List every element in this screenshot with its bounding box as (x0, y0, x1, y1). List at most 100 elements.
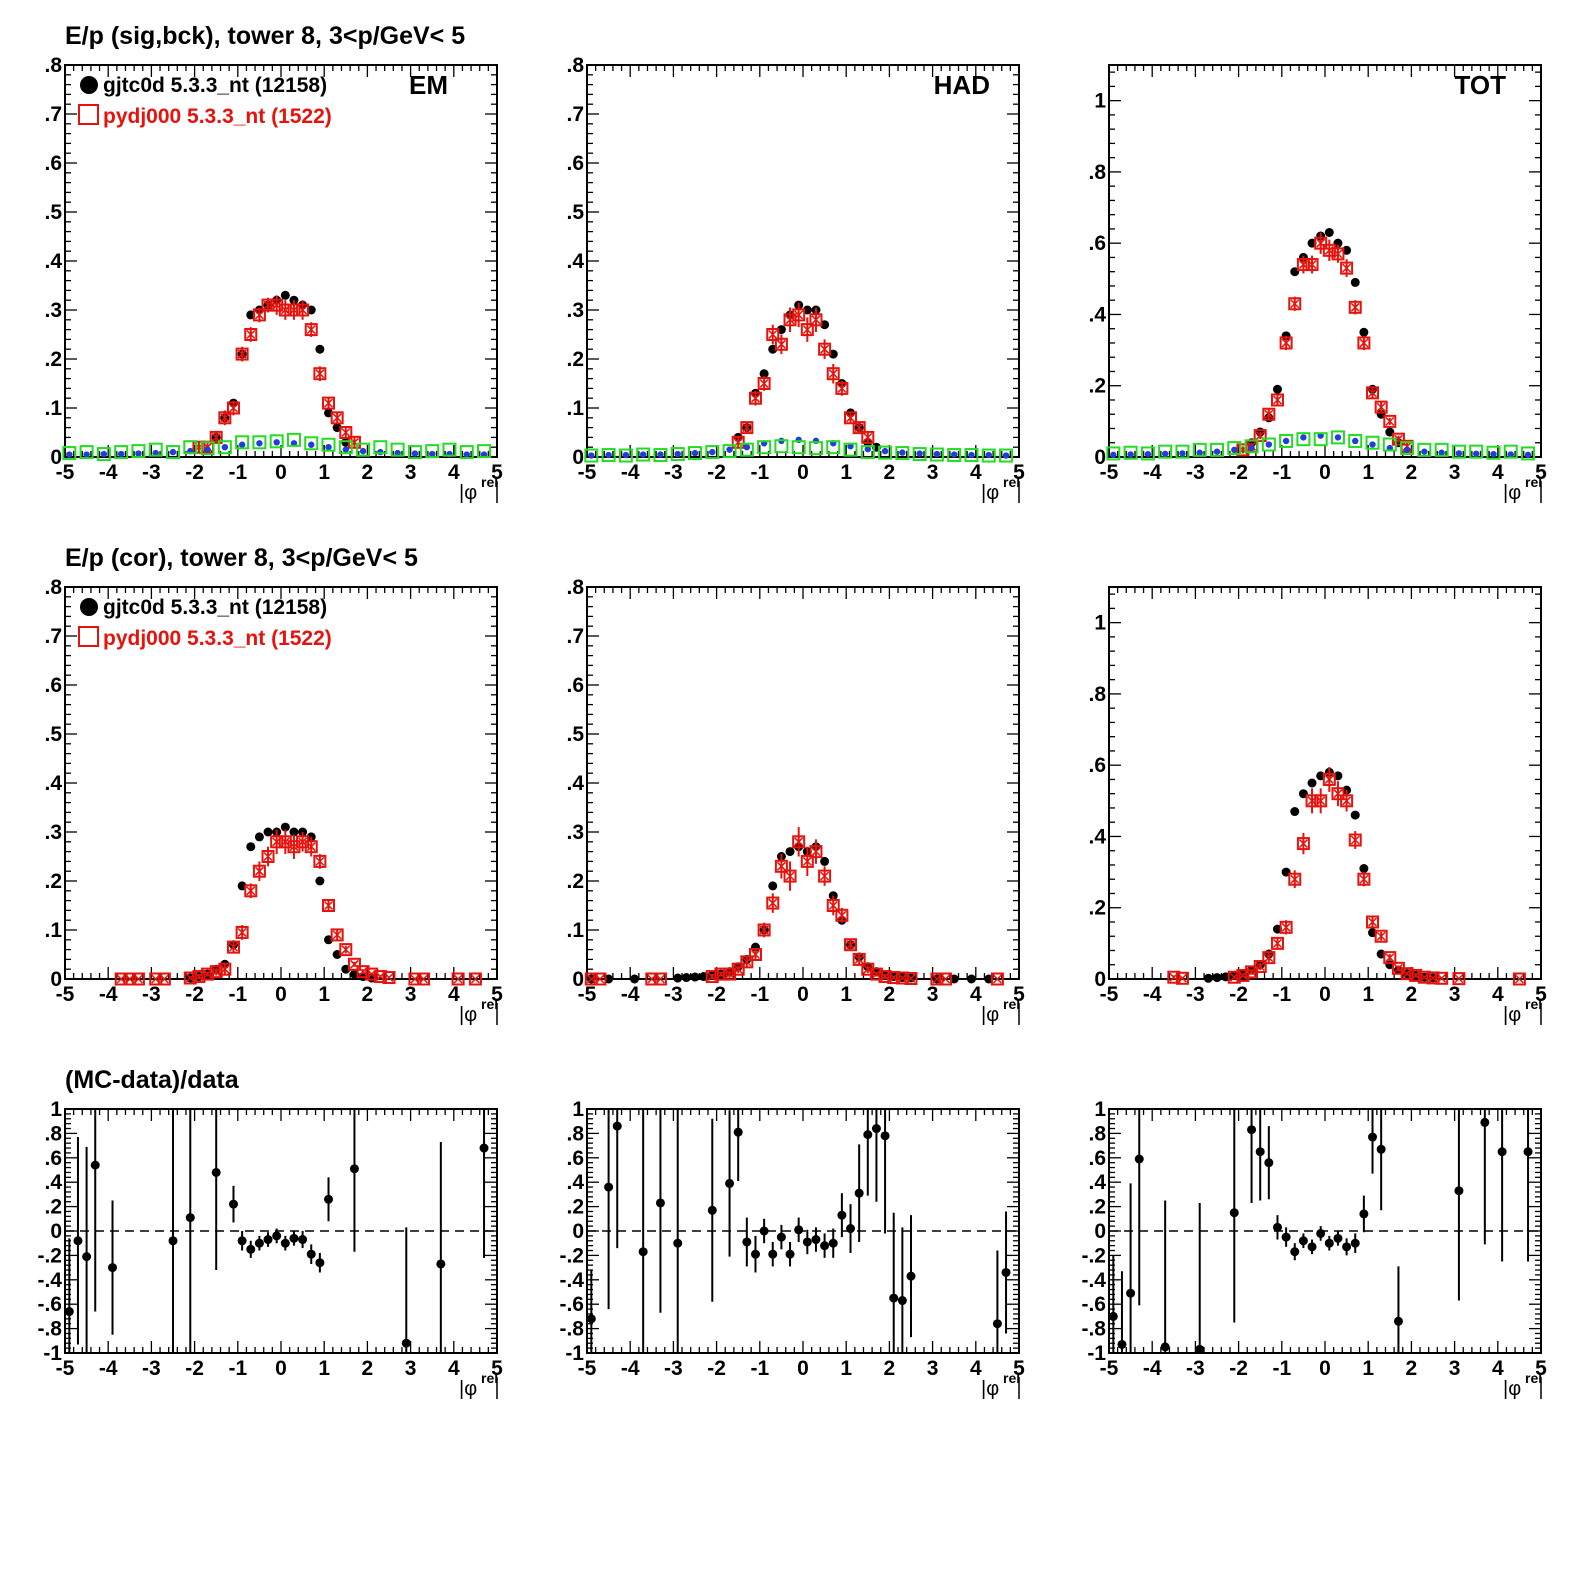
series-3 (584, 439, 1014, 463)
data-point (1144, 450, 1152, 458)
x-tick-label: -4 (621, 461, 640, 484)
data-point-cross (298, 305, 308, 315)
y-tick-label: 0 (50, 968, 62, 991)
data-point-cross (298, 837, 308, 847)
y-tick-label: .2 (1088, 1196, 1106, 1219)
data-point (289, 1233, 299, 1243)
data-point (401, 1338, 411, 1348)
data-point (315, 344, 325, 354)
data-point (270, 835, 284, 849)
data-point (673, 973, 683, 983)
y-tick-label: -.8 (37, 1318, 62, 1341)
data-point-cross (1385, 416, 1395, 426)
x-tick-label: 5 (1535, 1357, 1547, 1380)
data-point (1400, 967, 1414, 981)
data-point (1350, 1238, 1360, 1248)
y-tick-label: .6 (566, 152, 584, 175)
data-point (826, 367, 840, 381)
y-tick-label: .4 (566, 1171, 584, 1194)
x-tick-label: 3 (927, 983, 939, 1006)
data-point (1366, 915, 1380, 929)
data-point (96, 447, 111, 462)
data-point-cross (941, 974, 951, 984)
data-point (338, 440, 353, 455)
data-point (809, 845, 823, 859)
data-point (256, 440, 263, 447)
data-point (62, 446, 77, 461)
x-tick-label: -4 (1143, 983, 1162, 1006)
data-point (800, 323, 814, 337)
y-tick-label: .1 (44, 397, 62, 420)
data-point (342, 446, 349, 453)
data-point (1400, 441, 1415, 456)
data-point (417, 972, 431, 986)
data-point (244, 884, 258, 898)
data-point (287, 303, 301, 317)
data-point (714, 967, 728, 981)
x-axis-title-superscript: rel (1525, 996, 1542, 1012)
data-point-cross (1385, 953, 1395, 963)
data-point-cross (306, 842, 316, 852)
x-tick-label: -3 (664, 461, 683, 484)
data-point (1270, 393, 1284, 407)
data-point (864, 445, 871, 453)
data-point (818, 869, 832, 883)
y-tick-label: 1 (1094, 1098, 1106, 1121)
data-point (846, 1224, 856, 1234)
data-point (1473, 450, 1480, 457)
data-point (1524, 451, 1532, 459)
y-tick-label: 0 (50, 1220, 62, 1243)
chart-panel-tot-row2: -5 -4 -3 -2 -1 0 1 2 3 4 5-1-.8-.6-.4-.20.2.4.6.81… (1081, 1098, 1547, 1400)
data-point (681, 973, 691, 983)
x-tick-label: 0 (1319, 461, 1331, 484)
data-point (584, 448, 599, 463)
x-tick-label: 1 (840, 1357, 852, 1380)
data-point (774, 859, 788, 873)
data-point (204, 446, 211, 453)
data-point (750, 1249, 760, 1259)
y-tick-label: 0 (572, 968, 584, 991)
data-point (794, 1225, 804, 1235)
data-point (757, 923, 771, 937)
y-tick-label: .7 (44, 625, 62, 648)
data-point (1175, 444, 1190, 459)
data-point (1264, 1158, 1274, 1168)
row-title-ratio: (MC-data)/data (65, 1066, 240, 1094)
data-point (1417, 970, 1431, 984)
data-point (313, 854, 327, 868)
data-point (1322, 772, 1336, 786)
x-tick-label: -3 (1186, 983, 1205, 1006)
data-point (852, 421, 866, 435)
x-tick-label: 1 (840, 983, 852, 1006)
data-point-cross (776, 861, 786, 871)
data-point (304, 323, 318, 337)
data-point-cross (1324, 774, 1334, 784)
data-point-cross (1333, 789, 1343, 799)
series-1 (114, 829, 482, 986)
data-point (826, 899, 840, 912)
data-point-cross (254, 866, 264, 876)
data-point (235, 435, 250, 450)
data-point (252, 864, 266, 878)
data-point (1262, 951, 1276, 965)
data-point (477, 444, 492, 459)
x-tick-label: -4 (621, 983, 640, 1006)
data-point (791, 440, 806, 455)
data-point (211, 1167, 221, 1177)
data-point (690, 972, 700, 982)
y-tick-label: .6 (566, 674, 584, 697)
data-point (707, 1205, 717, 1215)
data-point (1438, 449, 1445, 456)
x-tick-label: 4 (970, 1357, 982, 1380)
data-point (601, 448, 616, 463)
data-point (852, 952, 866, 966)
data-point (1426, 971, 1440, 985)
legend-data-label: gjtc0d 5.3.3_nt (12158) (103, 74, 327, 97)
data-point-cross (854, 954, 864, 964)
data-point (226, 401, 240, 415)
data-point (588, 452, 595, 459)
y-tick-label: -.4 (37, 1269, 62, 1292)
data-point (1108, 1311, 1118, 1321)
data-point-cross (1376, 402, 1386, 412)
data-point-cross (742, 423, 752, 433)
